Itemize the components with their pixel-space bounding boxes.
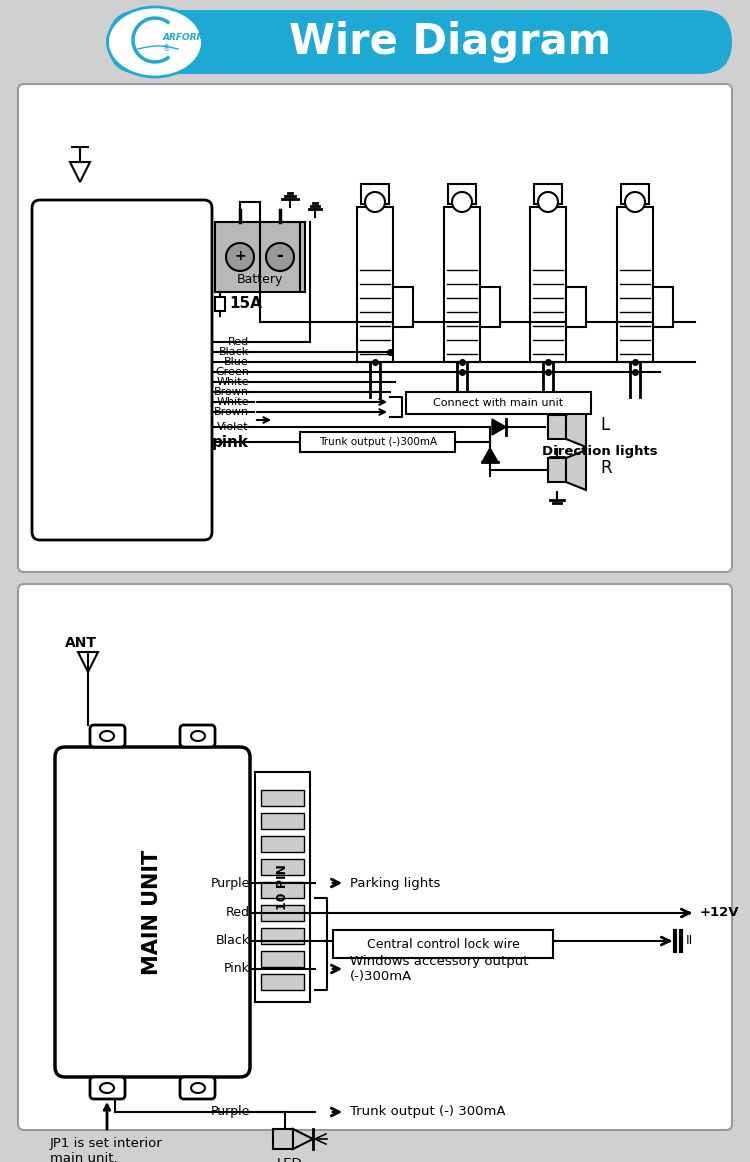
Text: Pink: Pink: [224, 962, 250, 976]
Polygon shape: [566, 407, 586, 447]
Polygon shape: [482, 449, 498, 462]
Bar: [548, 415, 566, 439]
Text: +: +: [234, 249, 246, 263]
Text: Purple: Purple: [211, 876, 250, 889]
Bar: [361, 184, 389, 205]
Text: ARFORM: ARFORM: [163, 33, 206, 42]
FancyBboxPatch shape: [90, 1077, 125, 1099]
Bar: [261, 835, 304, 852]
Bar: [406, 392, 591, 414]
Bar: [261, 790, 304, 806]
Bar: [448, 184, 476, 205]
Text: Black: Black: [219, 347, 249, 357]
FancyBboxPatch shape: [180, 725, 215, 747]
Text: Central control lock wire: Central control lock wire: [367, 938, 519, 951]
Bar: [534, 184, 562, 205]
Polygon shape: [566, 450, 586, 490]
Text: ®: ®: [163, 44, 170, 53]
Text: Connect with main unit: Connect with main unit: [433, 399, 563, 408]
Text: Green: Green: [215, 367, 249, 376]
Bar: [566, 287, 586, 327]
Text: Red: Red: [226, 906, 250, 919]
Text: MAIN UNIT: MAIN UNIT: [142, 849, 162, 975]
Bar: [261, 905, 304, 921]
Text: Wire Diagram: Wire Diagram: [289, 21, 611, 63]
Text: Trunk output (-)300mA: Trunk output (-)300mA: [319, 437, 437, 447]
Text: pink: pink: [212, 435, 249, 450]
Ellipse shape: [100, 1083, 114, 1093]
Text: Purple: Purple: [211, 1105, 250, 1119]
Bar: [480, 287, 500, 327]
Text: Brown: Brown: [214, 387, 249, 397]
Bar: [617, 207, 653, 363]
Bar: [261, 813, 304, 829]
FancyBboxPatch shape: [90, 725, 125, 747]
Bar: [621, 184, 649, 205]
Circle shape: [266, 243, 294, 271]
FancyBboxPatch shape: [18, 84, 732, 572]
Text: L: L: [600, 416, 609, 433]
Text: -: -: [277, 248, 284, 265]
Text: Black: Black: [216, 934, 250, 947]
FancyBboxPatch shape: [18, 584, 732, 1129]
Circle shape: [625, 192, 645, 211]
Polygon shape: [293, 1129, 313, 1149]
Text: 15A: 15A: [229, 296, 262, 311]
Bar: [215, 222, 305, 292]
Text: Violet: Violet: [217, 422, 249, 432]
FancyBboxPatch shape: [180, 1077, 215, 1099]
Bar: [261, 974, 304, 990]
Bar: [393, 287, 413, 327]
Text: JP1 is set interior
main unit.: JP1 is set interior main unit.: [50, 1136, 163, 1162]
Text: Parking lights: Parking lights: [350, 876, 440, 889]
Text: White: White: [217, 376, 249, 387]
Ellipse shape: [107, 7, 202, 77]
Text: II: II: [686, 934, 693, 947]
Text: ANT: ANT: [65, 636, 97, 650]
Bar: [261, 882, 304, 898]
Polygon shape: [492, 419, 506, 435]
FancyBboxPatch shape: [108, 10, 732, 74]
Text: 10 PIN: 10 PIN: [275, 865, 289, 910]
Circle shape: [538, 192, 558, 211]
Text: Red: Red: [228, 337, 249, 347]
Text: Windows accessory output
(-)300mA: Windows accessory output (-)300mA: [350, 955, 529, 983]
Bar: [255, 772, 310, 1002]
Bar: [357, 207, 393, 363]
Bar: [261, 859, 304, 875]
Bar: [653, 287, 673, 327]
Bar: [530, 207, 566, 363]
Bar: [261, 928, 304, 944]
Text: Blue: Blue: [224, 357, 249, 367]
Circle shape: [226, 243, 254, 271]
FancyBboxPatch shape: [32, 200, 212, 540]
Bar: [300, 432, 455, 452]
Circle shape: [365, 192, 385, 211]
Ellipse shape: [191, 1083, 205, 1093]
Text: White: White: [217, 397, 249, 407]
Bar: [273, 1129, 293, 1149]
Text: R: R: [600, 459, 612, 476]
Text: Brown: Brown: [214, 407, 249, 417]
Bar: [548, 458, 566, 482]
FancyBboxPatch shape: [55, 747, 250, 1077]
Text: +12V: +12V: [700, 906, 740, 919]
Bar: [215, 297, 225, 311]
Text: Direction lights: Direction lights: [542, 445, 658, 459]
Ellipse shape: [191, 731, 205, 741]
Text: LED: LED: [278, 1157, 303, 1162]
Bar: [261, 951, 304, 967]
Circle shape: [452, 192, 472, 211]
Ellipse shape: [100, 731, 114, 741]
Text: Trunk output (-) 300mA: Trunk output (-) 300mA: [350, 1105, 506, 1119]
Bar: [333, 930, 553, 957]
Bar: [444, 207, 480, 363]
Text: Battery: Battery: [237, 273, 284, 287]
